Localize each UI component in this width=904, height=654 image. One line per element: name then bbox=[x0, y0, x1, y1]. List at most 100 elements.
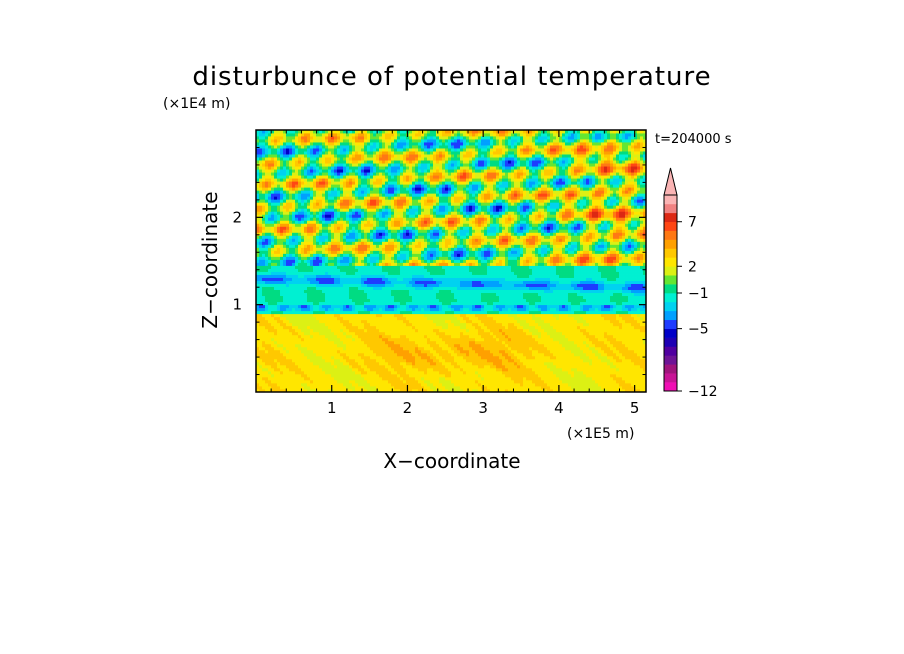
heatmap-cell bbox=[274, 316, 278, 321]
heatmap-cell bbox=[256, 328, 260, 333]
heatmap-cell bbox=[376, 316, 380, 321]
heatmap-cell bbox=[310, 295, 314, 300]
heatmap-cell bbox=[262, 376, 266, 381]
heatmap-cell bbox=[277, 142, 281, 146]
heatmap-cell bbox=[343, 187, 347, 191]
heatmap-cell bbox=[343, 241, 347, 245]
heatmap-cell bbox=[379, 262, 383, 266]
heatmap-cell bbox=[259, 244, 263, 248]
heatmap-cell bbox=[334, 289, 338, 294]
heatmap-cell bbox=[394, 262, 398, 266]
heatmap-cell bbox=[319, 289, 323, 294]
heatmap-cell bbox=[283, 331, 287, 336]
heatmap-cell bbox=[397, 307, 401, 312]
heatmap-cell bbox=[376, 202, 380, 206]
heatmap-cell bbox=[307, 196, 311, 200]
heatmap-cell bbox=[286, 313, 290, 318]
heatmap-cell bbox=[367, 268, 371, 272]
heatmap-cell bbox=[421, 259, 425, 263]
heatmap-cell bbox=[274, 379, 278, 384]
heatmap-cell bbox=[268, 214, 272, 218]
heatmap-cell bbox=[262, 325, 266, 330]
heatmap-cell bbox=[352, 376, 356, 381]
heatmap-cell bbox=[343, 298, 347, 303]
heatmap-cell bbox=[301, 316, 305, 321]
heatmap-cell bbox=[382, 346, 386, 351]
heatmap-cell bbox=[283, 358, 287, 363]
heatmap-cell bbox=[364, 136, 368, 140]
heatmap-cell bbox=[304, 277, 308, 281]
heatmap-cell bbox=[337, 301, 341, 306]
heatmap-cell bbox=[331, 220, 335, 224]
heatmap-cell bbox=[295, 304, 299, 309]
heatmap-cell bbox=[295, 361, 299, 366]
heatmap-cell bbox=[409, 295, 413, 300]
heatmap-cell bbox=[262, 367, 266, 372]
heatmap-cell bbox=[364, 262, 368, 266]
heatmap-cell bbox=[340, 145, 344, 149]
heatmap-cell bbox=[307, 154, 311, 158]
heatmap-cell bbox=[367, 253, 371, 257]
heatmap-cell bbox=[265, 187, 269, 191]
heatmap-cell bbox=[394, 349, 398, 354]
heatmap-cell bbox=[424, 352, 428, 357]
heatmap-cell bbox=[379, 214, 383, 218]
heatmap-cell bbox=[337, 340, 341, 345]
heatmap-cell bbox=[271, 259, 275, 263]
heatmap-cell bbox=[418, 277, 422, 281]
heatmap-cell bbox=[370, 370, 374, 375]
heatmap-cell bbox=[319, 313, 323, 318]
heatmap-cell bbox=[391, 271, 395, 275]
heatmap-cell bbox=[406, 199, 410, 203]
heatmap-cell bbox=[265, 265, 269, 269]
heatmap-cell bbox=[385, 136, 389, 140]
heatmap-cell bbox=[310, 220, 314, 224]
heatmap-cell bbox=[298, 235, 302, 239]
heatmap-cell bbox=[373, 385, 377, 390]
heatmap-cell bbox=[421, 361, 425, 366]
heatmap-cell bbox=[319, 343, 323, 348]
heatmap-cell bbox=[259, 139, 263, 143]
heatmap-cell bbox=[364, 238, 368, 242]
heatmap-cell bbox=[343, 190, 347, 194]
heatmap-cell bbox=[310, 364, 314, 369]
heatmap-cell bbox=[376, 190, 380, 194]
heatmap-cell bbox=[274, 280, 278, 284]
heatmap-cell bbox=[322, 253, 326, 257]
heatmap-cell bbox=[340, 361, 344, 366]
heatmap-cell bbox=[385, 238, 389, 242]
heatmap-cell bbox=[310, 259, 314, 263]
heatmap-cell bbox=[334, 286, 338, 291]
heatmap-cell bbox=[319, 316, 323, 321]
heatmap-cell bbox=[391, 178, 395, 182]
heatmap-cell bbox=[316, 256, 320, 260]
heatmap-cell bbox=[274, 337, 278, 342]
heatmap-cell bbox=[346, 268, 350, 272]
heatmap-cell bbox=[388, 349, 392, 354]
heatmap-cell bbox=[265, 364, 269, 369]
heatmap-cell bbox=[367, 325, 371, 330]
heatmap-cell bbox=[283, 247, 287, 251]
heatmap-cell bbox=[412, 328, 416, 333]
heatmap-cell bbox=[289, 202, 293, 206]
heatmap-cell bbox=[328, 337, 332, 342]
heatmap-cell bbox=[343, 310, 347, 315]
heatmap-cell bbox=[334, 340, 338, 345]
heatmap-cell bbox=[340, 226, 344, 230]
heatmap-cell bbox=[334, 367, 338, 372]
heatmap-cell bbox=[310, 328, 314, 333]
heatmap-cell bbox=[292, 388, 296, 393]
heatmap-cell bbox=[301, 160, 305, 164]
heatmap-cell bbox=[331, 313, 335, 318]
heatmap-cell bbox=[421, 343, 425, 348]
heatmap-cell bbox=[418, 313, 422, 318]
heatmap-cell bbox=[385, 235, 389, 239]
heatmap-cell bbox=[334, 325, 338, 330]
heatmap-cell bbox=[421, 181, 425, 185]
heatmap-cell bbox=[394, 304, 398, 309]
heatmap-cell bbox=[313, 148, 317, 152]
heatmap-cell bbox=[298, 346, 302, 351]
heatmap-cell bbox=[316, 214, 320, 218]
heatmap-cell bbox=[325, 340, 329, 345]
heatmap-cell bbox=[391, 268, 395, 272]
